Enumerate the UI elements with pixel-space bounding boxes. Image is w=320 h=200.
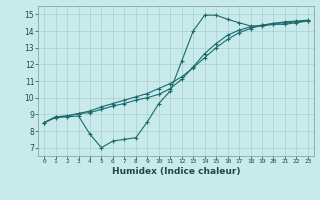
X-axis label: Humidex (Indice chaleur): Humidex (Indice chaleur): [112, 167, 240, 176]
